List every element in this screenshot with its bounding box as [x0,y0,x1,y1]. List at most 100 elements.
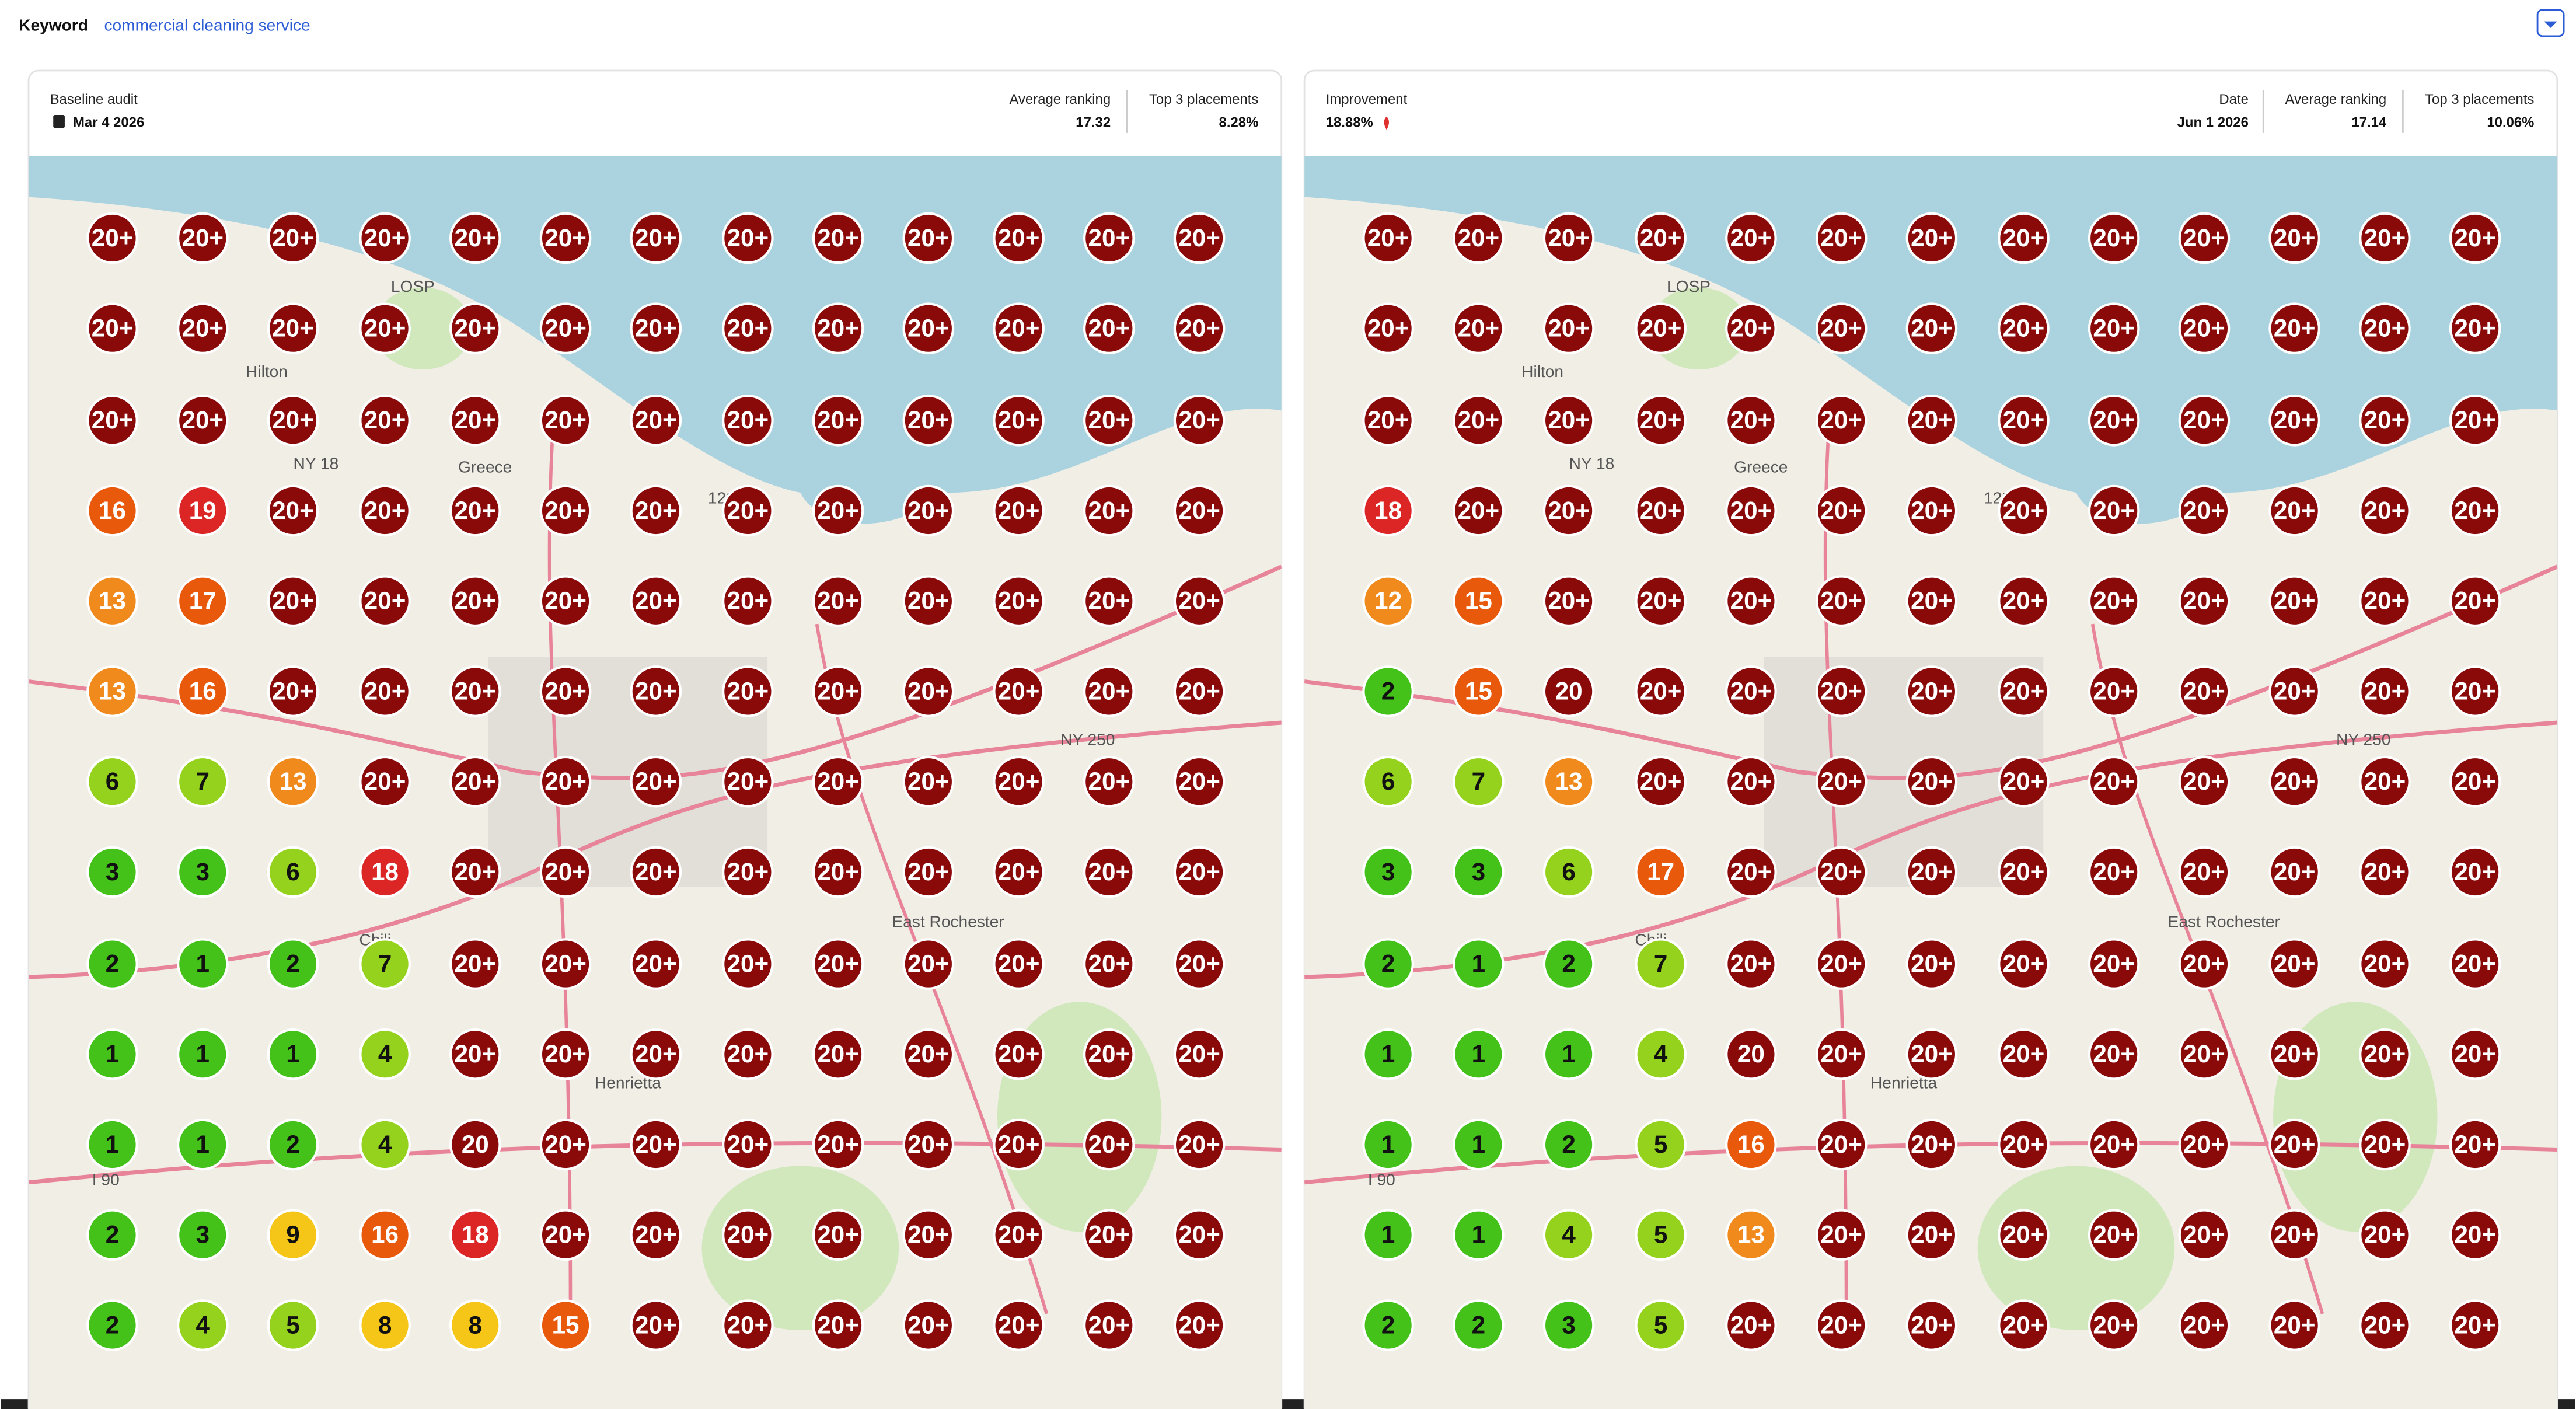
rank-pin [1725,1118,1777,1171]
rank-pin [539,212,592,264]
rank-pin [1998,394,2050,447]
rank-text: 20+ [2003,406,2045,434]
rank-text: 4 [196,1311,210,1338]
rank-text: 2 [1562,950,1575,977]
rank-pin [2088,665,2140,717]
rank-pin [359,302,411,355]
rank-text: 20+ [2093,224,2135,252]
rank-pin [1083,302,1135,355]
rank-text: 3 [196,1221,210,1248]
rank-text: 20+ [635,677,677,704]
rank-text: 20+ [272,587,314,615]
rank-pin [1725,394,1777,447]
rank-pin [2268,1209,2321,1261]
rank-pin [449,394,501,447]
rank-pin [1905,1299,1958,1351]
rank-text: 20+ [727,1311,769,1338]
rank-text: 20+ [2183,677,2225,704]
rank-pin [902,212,955,264]
rank-text: 20+ [907,858,950,885]
rank-text: 20+ [2093,497,2135,524]
rank-text: 20+ [907,950,950,977]
rank-pin [86,1028,138,1080]
rank-text: 6 [106,768,119,795]
rank-pin [1635,1028,1687,1080]
rank-text: 20+ [2093,858,2135,885]
avg-label: Average ranking [2285,92,2387,107]
rank-text: 20+ [181,315,224,342]
rank-text: 20+ [455,677,497,704]
rank-pin [902,302,955,355]
rank-text: 20+ [1178,406,1220,434]
rank-text: 20+ [2003,1311,2045,1338]
keyword-value[interactable]: commercial cleaning service [104,16,310,34]
rank-pin [359,1118,411,1171]
rank-text: 20+ [1088,315,1130,342]
rank-text: 20+ [2454,1221,2496,1248]
rank-text: 20+ [1730,768,1772,795]
rank-pin [1725,846,1777,898]
rank-pin [86,1299,138,1351]
rank-text: 20+ [2454,315,2496,342]
rank-text: 20+ [1730,315,1772,342]
rank-text: 20+ [2454,677,2496,704]
rank-text: 2 [1562,1131,1575,1158]
rank-pin [993,1028,1045,1080]
rank-pin [539,755,592,808]
highway [29,720,1282,979]
rank-pin [1362,1028,1414,1080]
rank-pin [539,938,592,990]
rank-pin [1998,212,2050,264]
rank-pin [2088,1209,2140,1261]
rank-pin [993,1118,1045,1171]
rank-text: 20+ [92,406,134,434]
rank-pin [630,212,682,264]
rank-text: 20+ [1730,858,1772,885]
rank-pin [1635,575,1687,627]
rank-pin [2268,755,2321,808]
rank-pin [2449,665,2501,717]
rank-pin [1635,212,1687,264]
rank-text: 20+ [1458,224,1500,252]
rank-text: 1 [1562,1040,1575,1068]
rank-text: 20+ [455,858,497,885]
rank-pin [1542,1028,1595,1080]
rank-text: 20+ [455,950,497,977]
rank-pin [1725,755,1777,808]
rank-text: 20+ [2364,768,2406,795]
rank-pin [267,394,319,447]
rank-text: 20+ [1730,587,1772,615]
rank-text: 20+ [2003,497,2045,524]
map-label: NY 250 [1060,730,1115,748]
rank-text: 20+ [907,587,950,615]
rank-text: 20+ [817,315,859,342]
rank-pin [176,755,229,808]
rank-text: 20+ [1088,224,1130,252]
rank-pin [1542,1209,1595,1261]
rank-pin [1815,1028,1868,1080]
rank-text: 1 [106,1131,119,1158]
rank-pin [2088,755,2140,808]
rank-text: 20+ [2274,1131,2316,1158]
rank-text: 16 [1737,1131,1765,1158]
rank-text: 20+ [1088,1311,1130,1338]
rank-text: 20+ [544,950,587,977]
rank-pin [86,575,138,627]
rank-text: 20+ [2003,1131,2045,1158]
rank-text: 20+ [817,1311,859,1338]
rank-text: 5 [1654,1221,1667,1248]
rank-text: 20+ [2274,497,2316,524]
rank-pin [359,665,411,717]
rank-text: 5 [1654,1131,1667,1158]
rank-text: 20+ [635,768,677,795]
rank-text: 20+ [727,406,769,434]
rank-text: 20+ [2364,858,2406,885]
rank-text: 7 [1472,768,1485,795]
rank-pin [1362,394,1414,447]
rank-pin [1542,212,1595,264]
rank-pin [1998,1118,2050,1171]
rank-text: 20+ [1088,950,1130,977]
rank-pin [1815,302,1868,355]
rank-pin [722,212,774,264]
rank-text: 3 [1381,858,1395,885]
